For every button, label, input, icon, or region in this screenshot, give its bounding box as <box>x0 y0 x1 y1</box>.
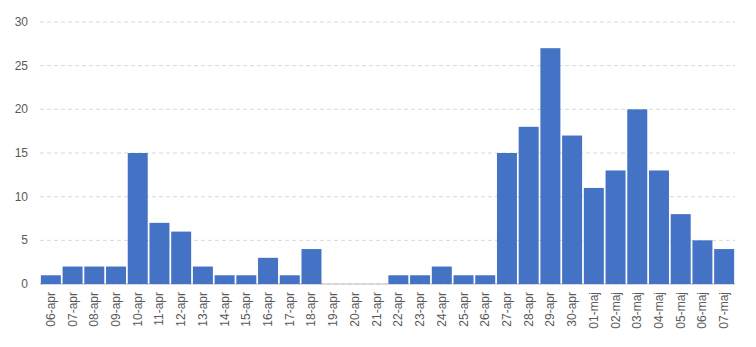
bar <box>519 127 539 284</box>
bar <box>280 275 300 284</box>
bar <box>193 267 213 284</box>
bar <box>388 275 408 284</box>
bar <box>63 267 83 284</box>
x-tick-label: 29-apr <box>543 292 557 327</box>
x-tick-label: 11-apr <box>152 292 166 326</box>
bar <box>171 232 191 284</box>
x-tick-label: 07-apr <box>66 292 80 327</box>
x-tick-label: 19-apr <box>326 292 340 327</box>
bar <box>345 284 365 285</box>
x-tick-label: 16-apr <box>261 292 275 327</box>
bar <box>432 267 452 284</box>
bar <box>649 170 669 284</box>
bar <box>497 153 517 284</box>
bar <box>41 275 61 284</box>
bar <box>367 284 387 285</box>
x-tick-label: 21-apr <box>370 292 384 327</box>
x-tick-label: 30-apr <box>565 292 579 327</box>
bar <box>84 267 104 284</box>
bar <box>128 153 148 284</box>
x-tick-label: 09-apr <box>109 292 123 327</box>
bar <box>454 275 474 284</box>
bar <box>606 170 626 284</box>
x-tick-label: 08-apr <box>87 292 101 327</box>
x-tick-label: 15-apr <box>239 292 253 327</box>
x-tick-label: 01-maj <box>587 292 601 329</box>
x-tick-label: 05-maj <box>674 292 688 329</box>
grid-line <box>40 65 735 66</box>
x-tick-label: 20-apr <box>348 292 362 327</box>
y-tick-label: 30 <box>15 15 29 29</box>
x-tick-label: 10-apr <box>131 292 145 327</box>
bar <box>562 136 582 284</box>
x-tick-label: 12-apr <box>174 292 188 327</box>
bar <box>584 188 604 284</box>
y-tick-label: 20 <box>15 102 29 116</box>
x-tick-label: 24-apr <box>435 292 449 327</box>
bar <box>323 284 343 285</box>
bar <box>671 214 691 284</box>
y-tick-label: 25 <box>15 59 29 73</box>
x-tick-label: 06-apr <box>44 292 58 327</box>
bar <box>106 267 126 284</box>
y-tick-label: 10 <box>15 190 29 204</box>
y-tick-label: 5 <box>21 233 28 247</box>
bar <box>692 240 712 284</box>
x-tick-label: 22-apr <box>391 292 405 327</box>
y-tick-label: 0 <box>21 277 28 291</box>
x-tick-label: 02-maj <box>609 292 623 329</box>
x-tick-label: 06-maj <box>695 292 709 329</box>
x-tick-label: 25-apr <box>457 292 471 327</box>
grid-line <box>40 22 735 23</box>
bar <box>410 275 430 284</box>
x-tick-label: 04-maj <box>652 292 666 329</box>
bar <box>149 223 169 284</box>
x-tick-label: 03-maj <box>630 292 644 329</box>
bar <box>258 258 278 284</box>
x-tick-label: 13-apr <box>196 292 210 327</box>
x-tick-label: 28-apr <box>522 292 536 327</box>
bars <box>41 48 734 284</box>
x-tick-label: 27-apr <box>500 292 514 327</box>
bar <box>301 249 321 284</box>
chart: 0 5 10 15 20 25 30 06-apr 07-apr 08-apr 09-apr 10-a… <box>0 0 756 347</box>
bar <box>714 249 734 284</box>
x-tick-label: 14-apr <box>218 292 232 327</box>
bar <box>627 109 647 284</box>
x-tick-label: 23-apr <box>413 292 427 327</box>
y-tick-label: 15 <box>15 146 29 160</box>
x-tick-label: 07-maj <box>717 292 731 329</box>
x-tick-label: 17-apr <box>283 292 297 327</box>
bar <box>236 275 256 284</box>
bar <box>215 275 235 284</box>
x-tick-label: 18-apr <box>304 292 318 327</box>
bar <box>475 275 495 284</box>
x-tick-label: 26-apr <box>478 292 492 327</box>
bar <box>540 48 560 284</box>
